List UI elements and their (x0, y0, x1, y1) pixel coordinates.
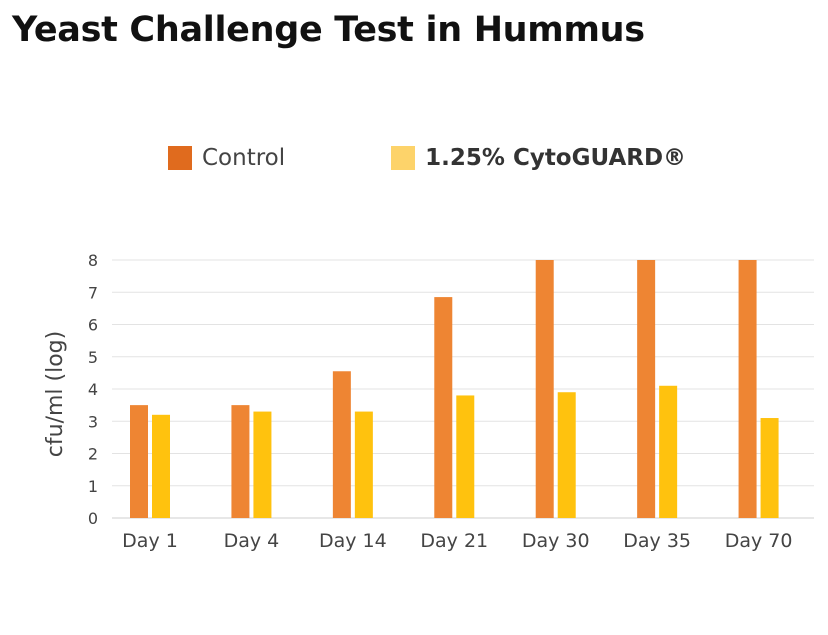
legend-label-control: Control (202, 145, 286, 171)
y-tick-label-2: 2 (88, 445, 98, 464)
bar-control-day-35 (637, 260, 656, 518)
x-tick-label-day-70: Day 70 (725, 530, 793, 552)
x-tick-label-day-30: Day 30 (522, 530, 590, 552)
y-tick-label-1: 1 (88, 477, 98, 496)
x-tick-label-day-14: Day 14 (319, 530, 387, 552)
legend-swatch-cytoguard (391, 146, 416, 170)
legend-item-control: Control (168, 145, 285, 171)
y-axis-title: cfu/ml (log) (43, 331, 68, 457)
bar-control-day-21 (434, 297, 453, 518)
bar-control-day-4 (231, 405, 250, 518)
bar-control-day-1 (130, 405, 148, 518)
legend-label-cytoguard: 1.25% CytoGUARD® (425, 145, 687, 171)
bar-cytoguard-day-35 (659, 385, 678, 518)
legend-item-cytoguard: 1.25% CytoGUARD® (391, 145, 686, 171)
x-tick-label-day-4: Day 4 (224, 530, 280, 552)
y-tick-label-8: 8 (88, 251, 98, 270)
y-tick-label-3: 3 (88, 412, 98, 431)
bar-control-day-70 (738, 260, 757, 518)
y-tick-label-4: 4 (88, 380, 98, 399)
bar-cytoguard-day-21 (456, 395, 475, 518)
legend-swatch-control (168, 146, 192, 170)
bar-cytoguard-day-30 (557, 392, 576, 518)
bar-cytoguard-day-70 (760, 418, 779, 518)
bar-cytoguard-day-1 (152, 414, 170, 518)
bar-control-day-30 (535, 260, 554, 518)
bar-cytoguard-day-14 (354, 411, 373, 518)
bar-cytoguard-day-4 (253, 411, 272, 518)
page-title: Yeast Challenge Test in Hummus (12, 10, 645, 50)
bar-control-day-14 (332, 371, 351, 518)
x-tick-label-day-21: Day 21 (420, 530, 488, 552)
y-tick-label-5: 5 (88, 348, 98, 367)
y-tick-label-6: 6 (88, 316, 98, 335)
legend: Control 1.25% CytoGUARD® (168, 145, 686, 171)
y-tick-label-7: 7 (88, 283, 98, 302)
y-tick-label-0: 0 (88, 509, 98, 528)
x-tick-label-day-1: Day 1 (122, 530, 178, 552)
x-tick-label-day-35: Day 35 (623, 530, 691, 552)
